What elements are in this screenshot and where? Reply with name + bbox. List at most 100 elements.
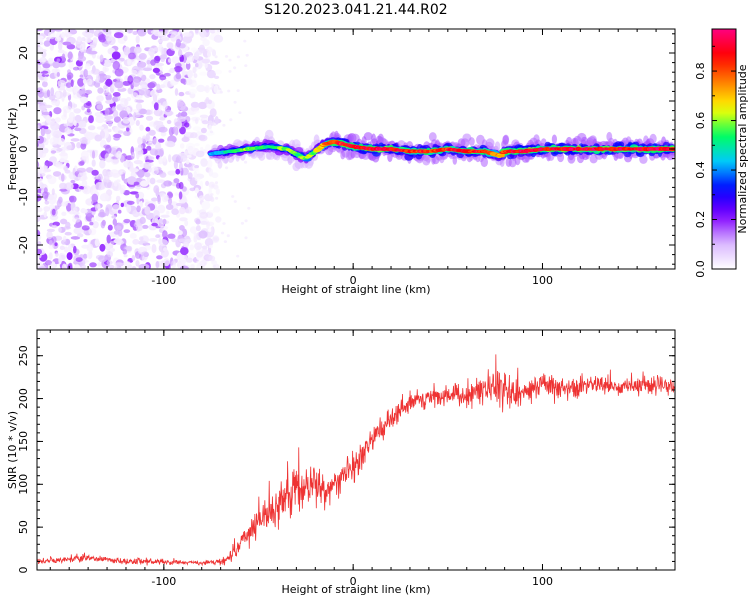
noise-cell [208,255,216,262]
noise-cell [107,250,113,258]
noise-cell [146,176,151,184]
noise-cell [111,215,116,219]
noise-cell [37,184,38,187]
noise-cell [216,29,220,33]
noise-cell [111,106,116,112]
noise-cell [175,168,181,175]
noise-cell [184,208,190,214]
noise-cell [95,95,104,101]
noise-cell [228,58,232,62]
noise-cell [45,115,52,124]
noise-cell [37,248,38,252]
noise-cell [152,67,160,73]
noise-cell [49,137,59,146]
snr-y-tick-label: 200 [17,388,30,409]
noise-cell [91,169,99,176]
spectrogram-y-axis-label: Frequency (Hz) [6,108,19,191]
noise-cell [111,51,121,60]
noise-cell [169,67,176,74]
noise-cell [162,101,168,111]
noise-cell [185,77,193,86]
noise-cell [83,185,89,193]
noise-cell [146,59,151,65]
noise-cell [225,166,229,170]
noise-cell [133,160,143,165]
noise-cell [107,121,113,127]
noise-cell [76,167,87,173]
noise-cell [47,194,54,201]
noise-cell [155,261,160,269]
noise-cell [114,80,124,89]
noise-cell [123,46,131,56]
noise-cell [244,160,248,164]
snr-x-axis-label: Height of straight line (km) [281,583,430,596]
noise-cell [135,224,143,232]
noise-cell [158,156,164,165]
noise-cell [147,82,156,89]
noise-cell [86,243,94,252]
noise-cell [100,221,106,229]
noise-cell [108,264,115,269]
noise-cell [168,58,172,63]
noise-cell [81,120,87,128]
noise-cell [204,63,208,69]
noise-cell [166,42,174,49]
noise-cell [162,218,167,225]
noise-cell [37,141,45,150]
noise-cell [74,114,82,123]
noise-cell [64,182,74,191]
noise-cell [30,123,34,128]
noise-cell [214,55,218,59]
noise-cell [97,262,102,267]
noise-cell [220,231,225,235]
spectrogram-x-axis-label: Height of straight line (km) [281,283,430,296]
noise-cell [91,159,96,167]
noise-cell [89,262,97,268]
noise-cell [171,238,177,243]
noise-cell [37,210,38,214]
noise-cell [126,204,132,213]
noise-cell [113,238,123,244]
noise-cell [106,189,113,197]
noise-cell [140,74,147,82]
noise-cell [48,240,53,246]
noise-cell [85,198,94,206]
noise-cell [215,216,222,223]
noise-cell [30,65,33,74]
noise-cell [109,29,119,33]
noise-cell [79,74,84,78]
noise-cell [62,235,67,242]
noise-cell [161,193,169,203]
noise-cell [79,43,85,53]
noise-cell [160,214,170,218]
noise-cell [76,142,81,149]
noise-cell [135,35,140,44]
noise-cell [151,166,159,176]
noise-cell [105,244,110,250]
noise-cell [210,226,214,236]
noise-cell [51,224,57,229]
noise-cell [193,82,198,86]
noise-cell [145,126,151,132]
noise-cell [244,219,248,223]
noise-cell [153,210,160,219]
noise-cell [172,126,178,135]
noise-cell [194,143,200,147]
noise-cell [194,187,199,194]
noise-cell [64,231,72,236]
noise-cell [179,126,186,135]
noise-cell [148,47,155,57]
spectrogram-x-tick-label: 100 [532,274,553,287]
noise-cell [37,171,41,181]
noise-cell [66,72,74,80]
noise-cell [226,234,230,238]
ridge-cell [217,160,223,169]
noise-cell [185,61,191,70]
noise-cell [204,237,214,247]
noise-cell [54,36,62,42]
noise-cell [200,147,204,151]
noise-cell [59,152,68,157]
noise-cell [152,137,159,146]
noise-cell [109,169,119,177]
noise-cell [73,227,83,235]
